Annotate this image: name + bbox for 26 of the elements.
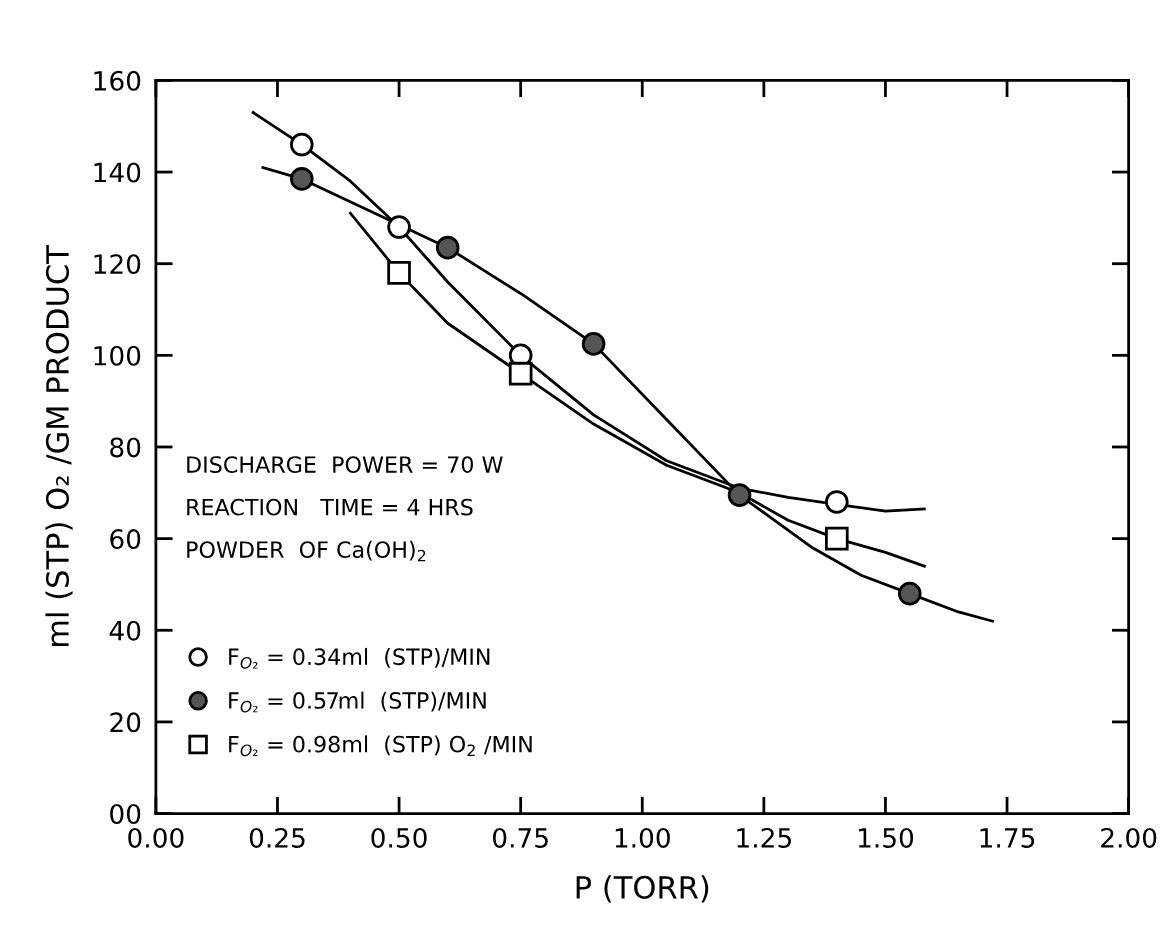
- legend-label: F$_{O₂}$ = 0.98ml (STP) O$_{2}$ /MIN: [229, 735, 532, 757]
- x-tick-label: 1.00: [615, 827, 670, 848]
- x-tick-label: 0.25: [249, 827, 305, 848]
- legend-label: F$_{O₂}$ = 0.57ml (STP)/MIN: [229, 691, 486, 713]
- x-tick-label: 0.00: [128, 827, 184, 848]
- x-tick-label: 1.75: [980, 828, 1035, 848]
- y-tick-label: 120: [94, 254, 141, 275]
- y-tick-label: 60: [110, 529, 141, 550]
- y-tick-label: 80: [110, 437, 141, 458]
- y-tick-label: 00: [110, 804, 141, 824]
- x-axis-title: P (TORR): [576, 875, 709, 903]
- y-tick-label: 160: [94, 70, 141, 91]
- y-tick-label: 20: [110, 712, 141, 733]
- y-tick-label: 140: [94, 162, 141, 183]
- x-tick-label: 1.25: [737, 827, 791, 848]
- x-tick-label: 2.00: [1101, 827, 1157, 848]
- x-tick-label: 0.50: [371, 827, 427, 848]
- legend-label: F$_{O₂}$ = 0.34ml (STP)/MIN: [229, 647, 490, 669]
- annotation: REACTION TIME = 4 HRS: [187, 498, 473, 516]
- x-tick-label: 0.75: [493, 827, 548, 848]
- x-tick-label: 1.50: [858, 827, 914, 848]
- y-axis-title: ml (STP) O₂ /GM PRODUCT: [45, 245, 73, 647]
- y-tick-label: 40: [109, 620, 141, 641]
- y-tick-label: 100: [94, 345, 141, 366]
- annotation: POWDER OF Ca(OH)$_{2}$: [187, 540, 426, 562]
- annotation: DISCHARGE POWER = 70 W: [187, 456, 503, 473]
